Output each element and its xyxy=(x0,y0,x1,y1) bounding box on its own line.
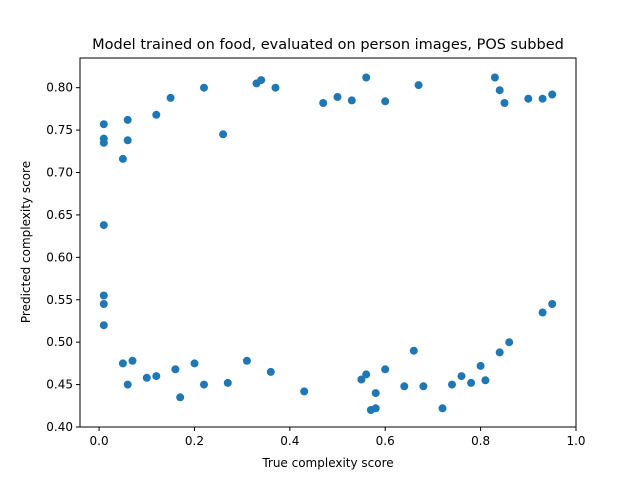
data-point xyxy=(548,300,557,308)
data-point xyxy=(419,382,428,391)
data-point xyxy=(500,99,509,107)
chart-title: Model trained on food, evaluated on pers… xyxy=(92,37,564,53)
data-point xyxy=(495,348,504,357)
data-point xyxy=(171,365,180,374)
data-point xyxy=(166,93,175,102)
data-point xyxy=(362,73,371,82)
data-point xyxy=(371,389,380,398)
x-tick-label: 0.4 xyxy=(280,434,299,448)
data-point xyxy=(99,221,108,230)
data-point xyxy=(99,300,108,308)
data-point xyxy=(490,73,499,82)
data-point xyxy=(99,321,108,330)
y-tick-label: 0.70 xyxy=(46,166,73,180)
data-point xyxy=(128,356,137,365)
x-tick-label: 1.0 xyxy=(566,434,585,448)
data-point xyxy=(400,382,409,391)
data-point xyxy=(142,373,151,382)
data-point xyxy=(257,76,266,85)
data-point xyxy=(223,378,232,387)
data-point xyxy=(481,376,490,385)
data-point xyxy=(118,154,127,163)
x-tick-label: 0.2 xyxy=(185,434,204,448)
data-point xyxy=(99,138,108,147)
points-layer xyxy=(99,73,557,414)
data-point xyxy=(271,83,280,92)
y-axis-label: Predicted complexity score xyxy=(19,161,33,323)
data-point xyxy=(381,97,390,106)
data-point xyxy=(333,93,342,101)
data-point xyxy=(538,308,547,317)
data-point xyxy=(548,90,557,99)
data-point xyxy=(200,83,208,92)
data-point xyxy=(524,94,533,103)
y-tick-label: 0.50 xyxy=(46,335,73,349)
data-point xyxy=(123,136,132,145)
data-point xyxy=(319,99,328,107)
data-point xyxy=(448,380,456,389)
y-tick-label: 0.45 xyxy=(46,378,73,392)
y-tick-label: 0.40 xyxy=(46,420,73,434)
data-point xyxy=(362,370,371,379)
data-point xyxy=(347,96,356,105)
data-point xyxy=(99,120,108,129)
data-point xyxy=(118,359,127,368)
x-tick-label: 0.8 xyxy=(471,434,490,448)
data-point xyxy=(505,338,514,347)
data-point xyxy=(190,359,199,368)
data-point xyxy=(538,94,547,103)
data-point xyxy=(495,86,504,95)
data-point xyxy=(414,81,423,90)
x-axis-label: True complexity score xyxy=(261,456,393,470)
data-point xyxy=(371,404,380,413)
data-point xyxy=(438,404,447,413)
x-tick-label: 0.0 xyxy=(90,434,109,448)
data-point xyxy=(266,367,275,376)
data-point xyxy=(457,372,466,381)
data-point xyxy=(357,375,366,384)
data-point xyxy=(176,393,185,402)
x-axis: 0.0 0.2 0.4 0.6 0.8 1.0 xyxy=(90,427,586,448)
data-point xyxy=(476,361,485,370)
x-tick-label: 0.6 xyxy=(376,434,395,448)
data-point xyxy=(99,291,108,300)
data-point xyxy=(242,356,251,365)
data-point xyxy=(200,380,208,389)
data-point xyxy=(300,387,309,396)
y-tick-label: 0.55 xyxy=(46,293,73,307)
data-point xyxy=(219,130,228,139)
data-point xyxy=(123,380,132,389)
data-point xyxy=(152,372,161,381)
y-tick-label: 0.60 xyxy=(46,250,73,264)
data-point xyxy=(467,378,476,387)
data-point xyxy=(409,346,418,355)
plot-frame xyxy=(79,57,577,428)
data-point xyxy=(152,110,161,119)
data-point xyxy=(123,115,132,124)
y-axis: 0.40 0.45 0.50 0.55 0.60 0.65 0.70 0.75 0.80 xyxy=(46,81,80,434)
y-tick-label: 0.75 xyxy=(46,123,73,137)
data-point xyxy=(381,365,390,374)
y-tick-label: 0.65 xyxy=(46,208,73,222)
y-tick-label: 0.80 xyxy=(46,81,73,95)
